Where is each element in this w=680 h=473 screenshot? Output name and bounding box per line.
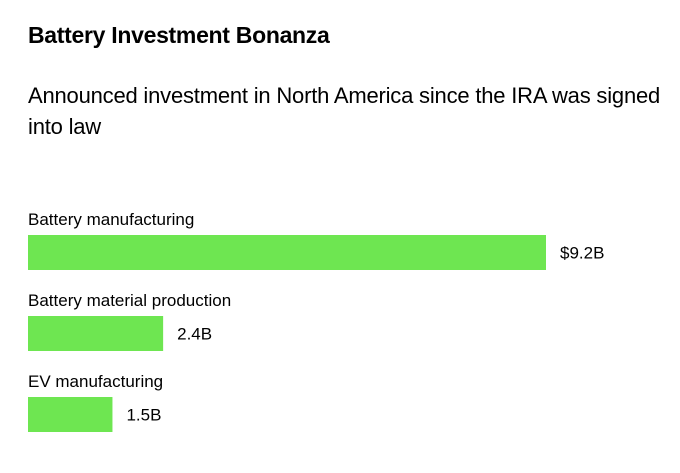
- value-label: $9.2B: [560, 244, 604, 263]
- value-label: 1.5B: [126, 406, 161, 425]
- bar: [28, 397, 113, 432]
- chart-subtitle: Announced investment in North America si…: [28, 83, 661, 139]
- category-label: Battery manufacturing: [28, 210, 194, 229]
- category-label: EV manufacturing: [28, 372, 163, 391]
- bar: [28, 316, 164, 351]
- chart-title: Battery Investment Bonanza: [28, 22, 330, 48]
- category-label: Battery material production: [28, 291, 231, 310]
- bar: [28, 235, 546, 270]
- value-label: 2.4B: [177, 325, 212, 344]
